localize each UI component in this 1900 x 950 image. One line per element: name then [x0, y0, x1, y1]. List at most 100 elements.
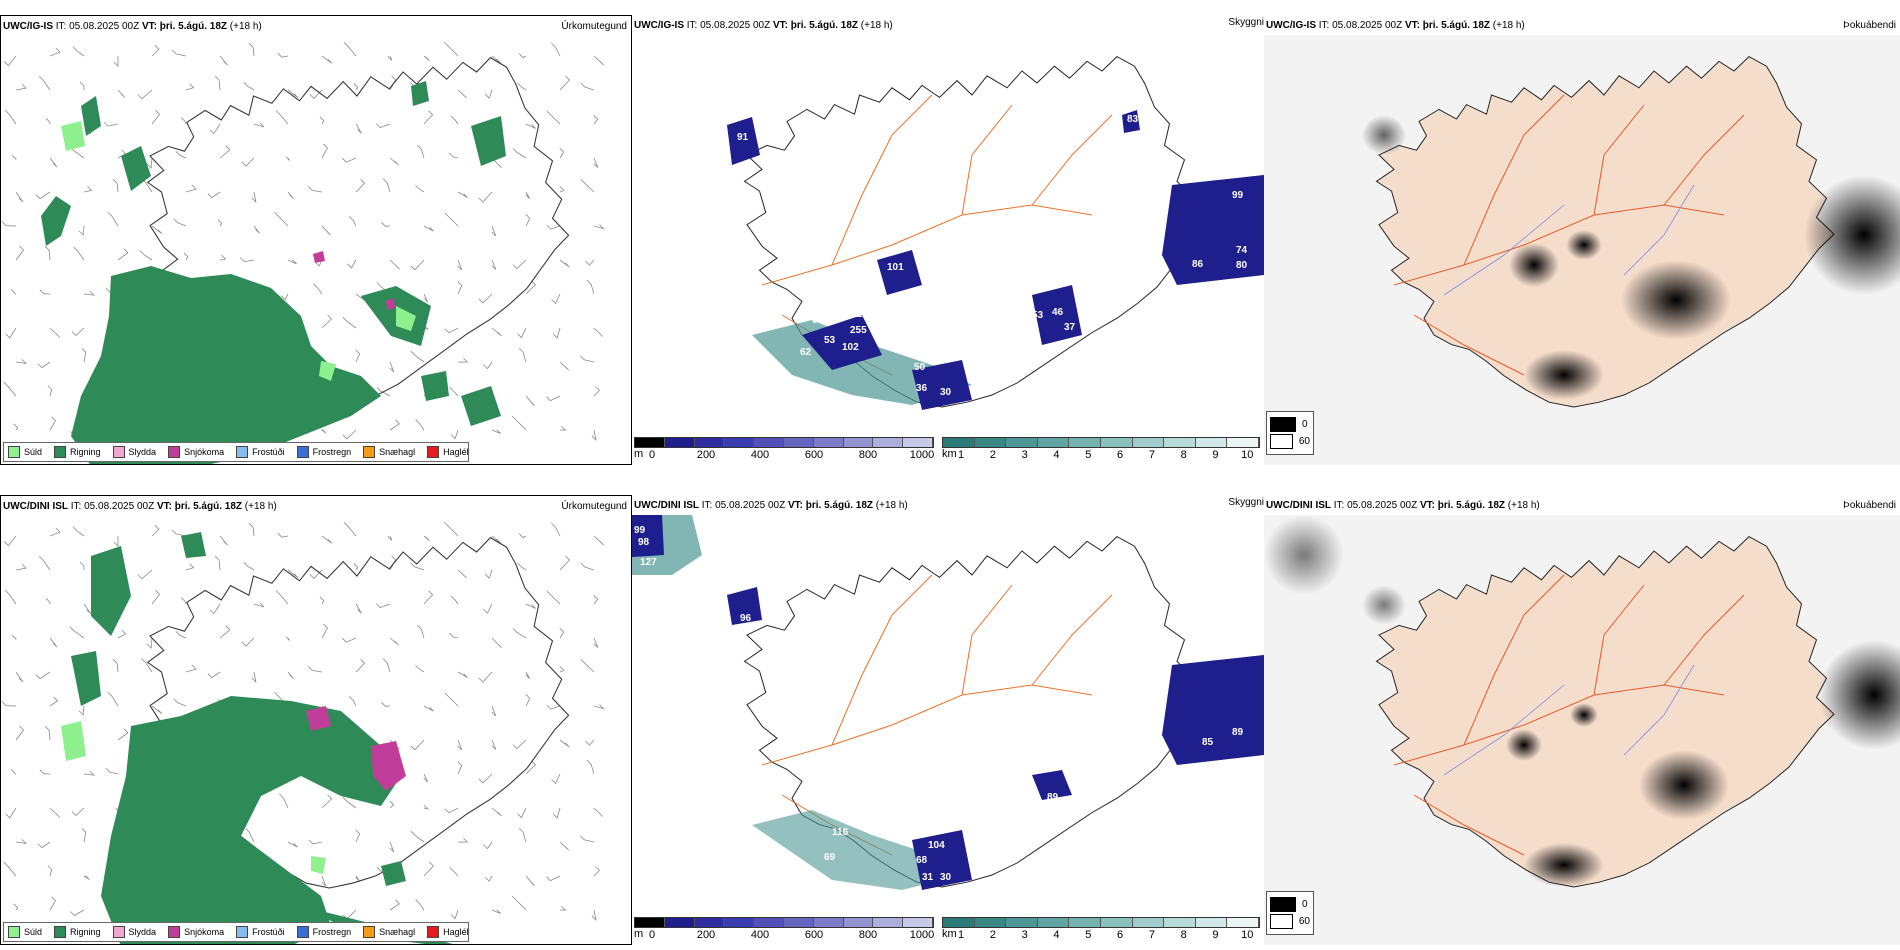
ceiling-unit: m	[634, 448, 644, 460]
ceiling-value-label: 333	[724, 717, 741, 728]
wind-barb	[423, 293, 429, 303]
wind-barb	[309, 89, 323, 99]
wind-barb	[491, 429, 501, 434]
wind-barb	[491, 157, 502, 168]
wind-barb	[11, 634, 17, 640]
fog-swatch	[1270, 434, 1293, 449]
wind-barb	[457, 259, 463, 271]
colorbar-segment	[1227, 438, 1259, 447]
wind-barb	[15, 671, 24, 683]
wind-barb	[185, 83, 195, 91]
colorbar-tick: 7	[1148, 929, 1155, 941]
wind-barb	[580, 82, 595, 91]
wind-barb	[450, 595, 459, 605]
wind-barb	[38, 555, 51, 571]
wind-barb	[71, 327, 85, 337]
ceiling-value-label: 117	[852, 309, 869, 320]
wind-barb	[415, 419, 425, 431]
wind-barb	[137, 569, 153, 580]
fog-legend: 0 60	[1266, 411, 1314, 455]
precip-legend: Súld Rigning Slydda Snjókoma Frostúði Fr…	[3, 922, 469, 942]
ceiling-value-label: 36	[677, 239, 689, 250]
wind-barb	[491, 327, 502, 337]
colorbar-segment	[694, 438, 725, 447]
wind-barb	[348, 216, 357, 227]
wind-barb	[387, 535, 393, 541]
colorbar-segment	[724, 438, 755, 447]
wind-barb	[185, 563, 195, 571]
colorbar-segment	[843, 438, 874, 447]
ceiling-value-label: 85	[1202, 737, 1214, 748]
wind-barb	[449, 152, 459, 159]
colorbar-segment	[1069, 438, 1101, 447]
wind-barb	[389, 637, 399, 646]
wind-barb	[171, 49, 187, 57]
visibility-unit: km	[942, 928, 957, 940]
colorbar-segment	[1100, 918, 1133, 927]
wind-barb	[1, 701, 17, 707]
visibility-ticks: 1 2 3 4 5 6 7 8 9 10	[942, 448, 1260, 462]
wind-barb	[382, 178, 391, 193]
ceiling-value-label: 74	[1236, 245, 1248, 256]
wind-barb	[546, 704, 561, 710]
wind-barb	[73, 246, 85, 261]
colorbar-segment	[754, 438, 784, 447]
wind-barb	[559, 841, 569, 851]
wind-barb	[81, 348, 87, 363]
wind-barb	[410, 259, 425, 271]
wind-barb	[10, 769, 17, 775]
wind-barb	[353, 563, 359, 571]
colorbar-segment	[783, 438, 814, 447]
wind-barb	[376, 603, 391, 609]
wind-barb	[525, 760, 536, 775]
wind-barb	[551, 293, 561, 305]
ceiling-value-label: 30	[940, 872, 952, 883]
ceiling-value-label: 50	[914, 362, 926, 373]
colorbar-tick: 800	[858, 449, 878, 461]
wind-barb	[478, 293, 493, 304]
wind-barb	[512, 895, 527, 911]
wind-barb	[277, 52, 289, 58]
wind-barb	[382, 658, 391, 673]
wind-barb	[180, 597, 187, 605]
wind-barb	[207, 671, 221, 679]
colorbar-segment	[664, 438, 695, 447]
wind-barb	[183, 252, 189, 261]
ceiling-value-label: 127	[640, 557, 657, 568]
wind-barb	[285, 156, 291, 161]
colorbar-tick: 3	[1021, 449, 1028, 461]
wind-barb	[15, 245, 25, 261]
wind-barb	[410, 562, 425, 571]
wind-barb	[593, 157, 599, 168]
colorbar-tick: 600	[804, 449, 824, 461]
wind-barb	[72, 526, 85, 537]
legend-item: Rigning	[54, 446, 101, 458]
wind-barb	[321, 143, 328, 159]
wind-barb	[585, 739, 595, 746]
wind-barb	[491, 225, 497, 237]
ceiling-value-label: 306	[920, 722, 937, 733]
wind-barb	[117, 728, 129, 741]
wind-barb	[3, 381, 17, 397]
wind-barb	[580, 835, 595, 843]
panel-title: Skyggni	[1228, 17, 1264, 28]
wind-barb	[355, 179, 366, 193]
legend-item: Frostregn	[296, 926, 351, 938]
wind-barb	[3, 861, 17, 877]
legend-swatch	[54, 446, 67, 458]
wind-barb	[274, 211, 289, 227]
wind-barb	[559, 186, 565, 193]
ceiling-value-label: 102	[842, 342, 859, 353]
wind-barb	[491, 535, 501, 544]
fog-map	[1264, 35, 1900, 465]
wind-barb	[457, 89, 467, 99]
wind-barb	[78, 705, 85, 716]
wind-barb	[83, 770, 95, 776]
visibility-colorbar-bar	[942, 437, 1260, 448]
colorbar-segment	[1006, 918, 1038, 927]
panel-title: Úrkomutegund	[561, 21, 627, 32]
wind-barb	[175, 151, 187, 159]
wind-barb	[450, 115, 459, 125]
wind-barb	[484, 569, 493, 579]
wind-barb	[423, 590, 434, 605]
